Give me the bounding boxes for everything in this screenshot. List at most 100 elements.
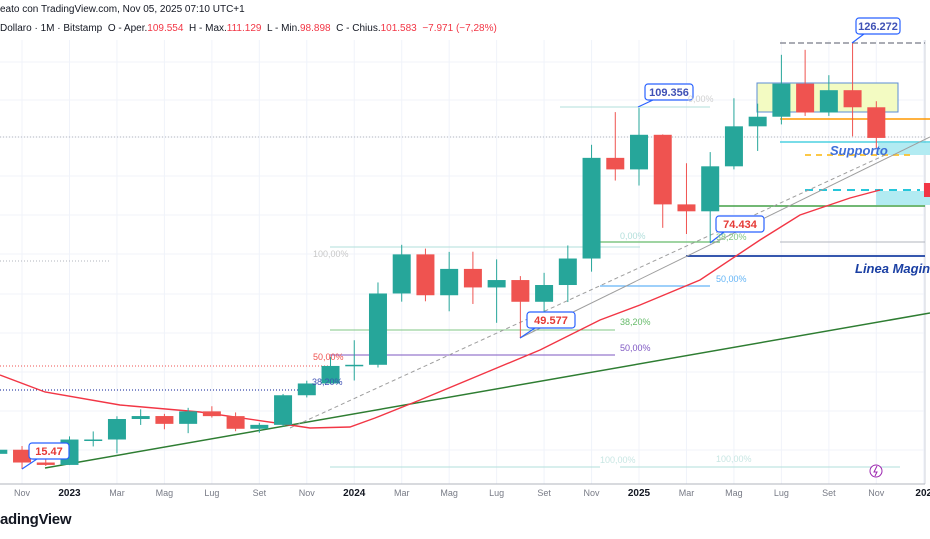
candle-body (653, 134, 672, 205)
fib-label: 100,00% (313, 249, 349, 259)
x-tick-label: Nov (14, 488, 31, 498)
candle-body (155, 416, 174, 424)
x-tick-label: Set (253, 488, 267, 498)
x-tick-label: Nov (299, 488, 316, 498)
candle-body (582, 157, 601, 259)
fib-label: 50,00% (313, 352, 344, 362)
candle-body (202, 411, 221, 417)
low-label: L - Min. (267, 23, 300, 34)
open-value: 109.554 (147, 23, 184, 34)
callout-15-box (28, 442, 70, 460)
candle-body (606, 157, 625, 170)
fib-label: 0,00% (620, 231, 646, 241)
symbol-label: Dollaro · 1M · Bitstamp (0, 23, 103, 34)
fib-label: 0,00% (688, 94, 714, 104)
candle-body (796, 83, 815, 113)
candle-body (724, 126, 743, 167)
high-label: H - Max. (189, 23, 227, 34)
x-tick-label: Set (822, 488, 836, 498)
candle-body (819, 90, 838, 113)
x-tick-label: Mar (109, 488, 125, 498)
close-value: 101.583 (380, 23, 417, 34)
fib-label: 100,00% (600, 455, 636, 465)
candle-body (511, 280, 530, 302)
support-zone (878, 143, 930, 155)
x-tick-label: 202 (915, 488, 930, 499)
low-value: 98.898 (299, 23, 331, 34)
fib-label: 50,00% (620, 343, 651, 353)
candle-body (440, 268, 459, 296)
callout-109-box (644, 83, 694, 101)
trendline-gray (519, 136, 930, 339)
candle-body (250, 424, 269, 429)
zone-cyan (876, 191, 930, 205)
price-tag (924, 183, 930, 197)
ma-line (0, 189, 881, 429)
trendline-green (44, 312, 930, 469)
candle-body (867, 107, 886, 138)
drawings (0, 42, 930, 469)
callout-ath-pointer (851, 33, 866, 44)
open-label: O - Aper. (107, 23, 148, 34)
candle-body (226, 416, 245, 429)
x-tick-label: Mar (679, 488, 695, 498)
grid (0, 40, 926, 484)
candle-body (321, 365, 340, 384)
candle-body (487, 280, 506, 288)
candle-body (535, 285, 554, 302)
annotation-labels: 126.272 109.356 74.434 49.577 15.47 100,00% 0,… (21, 17, 930, 470)
candle-body (107, 419, 126, 440)
candle-body (345, 364, 364, 367)
callout-74-box (715, 215, 765, 233)
x-tick-label: Lug (204, 488, 219, 498)
candle-body (0, 449, 8, 454)
fib-label: 38,20% (312, 377, 343, 387)
x-tick-label: Set (537, 488, 551, 498)
maginot-label: Linea Magine (855, 261, 930, 276)
x-tick-label: Nov (868, 488, 885, 498)
fib-label: 38,20% (620, 317, 651, 327)
candle-body (630, 134, 649, 170)
candle-body (368, 293, 387, 365)
x-tick-label: Nov (584, 488, 601, 498)
x-tick-label: 2024 (343, 488, 366, 499)
callout-74: 74.434 (723, 219, 758, 231)
candle-body (416, 254, 435, 296)
x-tick-label: Mag (725, 488, 743, 498)
callout-109-pointer (637, 99, 654, 108)
fib-label: 38,20% (716, 232, 747, 242)
callout-ath: 126.272 (858, 21, 898, 33)
x-tick-label: Mag (440, 488, 458, 498)
fib-label: 50,00% (716, 274, 747, 284)
candle-body (179, 411, 198, 424)
x-tick-label: Mar (394, 488, 410, 498)
ohlc-legend: Dollaro · 1M · Bitstamp O - Aper.109.554… (0, 23, 497, 34)
support-label: Supporto (830, 143, 888, 158)
lightning-icon-glyph (873, 465, 878, 477)
fib-label: 100,00% (716, 454, 752, 464)
chart-credit: eato con TradingView.com, Nov 05, 2025 0… (0, 4, 245, 15)
high-value: 111.129 (226, 23, 262, 34)
candle-body (843, 90, 862, 108)
candle-body (772, 83, 791, 117)
callout-49: 49.577 (534, 315, 568, 327)
candle-body (463, 268, 482, 288)
candle-body (84, 439, 103, 442)
candle-body (701, 166, 720, 212)
candle-body (13, 449, 32, 463)
callout-49-box (526, 311, 576, 329)
candle-body (297, 383, 316, 396)
candles (0, 43, 886, 470)
x-tick-label: 2023 (58, 488, 81, 499)
candle-body (36, 462, 55, 465)
moving-average (0, 189, 881, 429)
candle-body (677, 204, 696, 212)
x-tick-label: Lug (489, 488, 504, 498)
tradingview-logo: adingView (0, 511, 72, 528)
candle-body (131, 416, 150, 420)
callout-ath-box (855, 17, 901, 35)
change-value: −7.971 (−7,28%) (422, 23, 497, 34)
candle-body (748, 116, 767, 127)
x-axis: Nov 2023 Mar Mag Lug Set Nov 2024 Mar Mag Lug Set No… (0, 464, 930, 499)
